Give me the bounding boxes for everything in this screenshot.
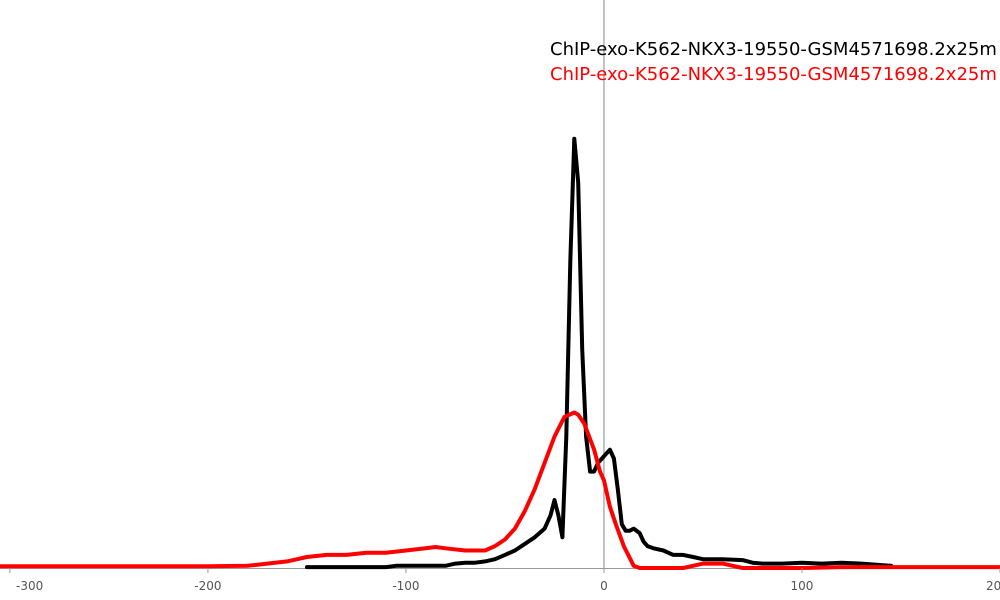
x-tick-label: 100 xyxy=(791,579,814,593)
x-tick-label: 0 xyxy=(600,579,608,593)
series-line-1 xyxy=(304,136,894,570)
x-axis-ticks: -300 -200 -100 0 100 200 xyxy=(9,568,1000,593)
series-layer xyxy=(0,136,1000,570)
x-tick-label: -100 xyxy=(392,579,419,593)
legend: ChIP-exo-K562-NKX3-19550-GSM4571698.2x25… xyxy=(550,39,997,85)
x-tick-label: -300 xyxy=(16,579,43,593)
legend-entry-1: ChIP-exo-K562-NKX3-19550-GSM4571698.2x25… xyxy=(550,39,997,60)
series-line-2 xyxy=(0,410,1000,570)
axes xyxy=(0,0,1000,569)
legend-entry-2: ChIP-exo-K562-NKX3-19550-GSM4571698.2x25… xyxy=(550,64,997,85)
x-tick-label: -200 xyxy=(194,579,221,593)
x-tick-label: 200 xyxy=(986,579,1000,593)
